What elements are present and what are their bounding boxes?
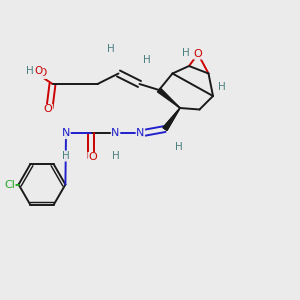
- Text: H: H: [182, 48, 189, 59]
- Text: N: N: [136, 128, 145, 139]
- Text: O: O: [88, 152, 97, 163]
- Text: H: H: [26, 66, 34, 76]
- Text: H: H: [62, 151, 70, 161]
- Text: Cl: Cl: [4, 179, 15, 190]
- Text: H: H: [143, 55, 151, 65]
- Text: O: O: [44, 104, 52, 115]
- Text: O: O: [194, 49, 202, 59]
- Polygon shape: [158, 88, 180, 108]
- Text: O: O: [38, 68, 46, 79]
- Polygon shape: [163, 108, 180, 130]
- Text: N: N: [62, 128, 70, 139]
- Text: N: N: [111, 128, 120, 139]
- Text: H: H: [31, 67, 38, 77]
- Polygon shape: [163, 108, 180, 130]
- Text: H: H: [175, 142, 182, 152]
- Text: H: H: [107, 44, 115, 55]
- Text: O: O: [34, 66, 43, 76]
- Text: H: H: [112, 151, 119, 161]
- Text: H: H: [218, 82, 226, 92]
